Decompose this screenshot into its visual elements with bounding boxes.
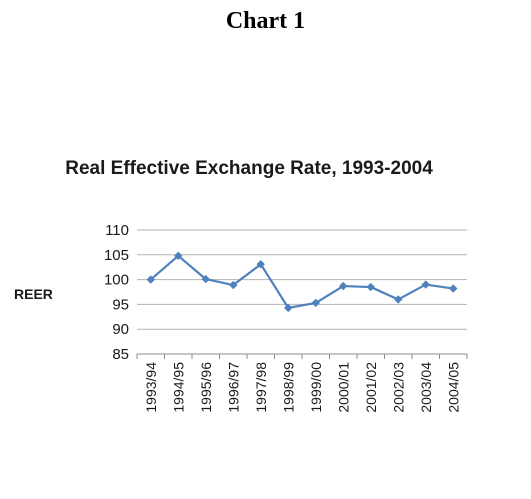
x-tick-label: 2002/03 xyxy=(390,362,406,413)
page-heading: Chart 1 xyxy=(225,8,306,34)
data-point-marker xyxy=(229,280,238,290)
y-tick-label: 85 xyxy=(112,346,129,363)
series-line xyxy=(150,254,454,309)
data-point-marker xyxy=(339,281,348,291)
data-point-marker xyxy=(394,295,403,304)
x-tick-label: 2000/01 xyxy=(335,362,351,413)
y-tick-label: 90 xyxy=(112,321,129,338)
data-point-marker xyxy=(366,282,375,292)
data-point-marker xyxy=(421,280,430,289)
x-axis: 1993/94 1994/95 1995/96 1996/97 1997/98 1998/… xyxy=(136,354,468,413)
y-axis-ticks: 85 90 95 100 105 110 xyxy=(104,222,129,363)
data-point-marker xyxy=(311,298,320,308)
data-point-marker xyxy=(201,274,210,284)
x-tick-label: 1999/00 xyxy=(308,362,324,413)
x-tick-label: 1994/95 xyxy=(170,362,186,413)
chart-title: Real Effective Exchange Rate, 1993-2004 xyxy=(65,158,433,179)
y-tick-label: 110 xyxy=(105,222,129,239)
x-tick-label: 1998/99 xyxy=(280,362,296,413)
x-tick-label: 1995/96 xyxy=(198,362,214,413)
x-tick-label: 1996/97 xyxy=(225,362,241,413)
x-tick-label: 1997/98 xyxy=(253,362,269,413)
data-point-marker xyxy=(284,303,293,313)
data-point-marker xyxy=(174,251,183,260)
x-tick-label: 2001/02 xyxy=(363,362,379,413)
data-point-marker xyxy=(146,275,155,284)
series-group xyxy=(146,251,458,313)
x-tick-label: 2004/05 xyxy=(445,362,461,413)
y-tick-label: 105 xyxy=(104,247,129,264)
x-tick-label: 1993/94 xyxy=(143,362,159,413)
data-point-marker xyxy=(449,284,458,293)
y-tick-label: 95 xyxy=(112,296,129,313)
data-point-marker xyxy=(256,260,265,269)
y-tick-label: 100 xyxy=(104,272,129,289)
gridlines xyxy=(137,229,467,355)
y-axis-label: REER xyxy=(14,286,53,302)
x-tick-label: 2003/04 xyxy=(418,362,434,413)
